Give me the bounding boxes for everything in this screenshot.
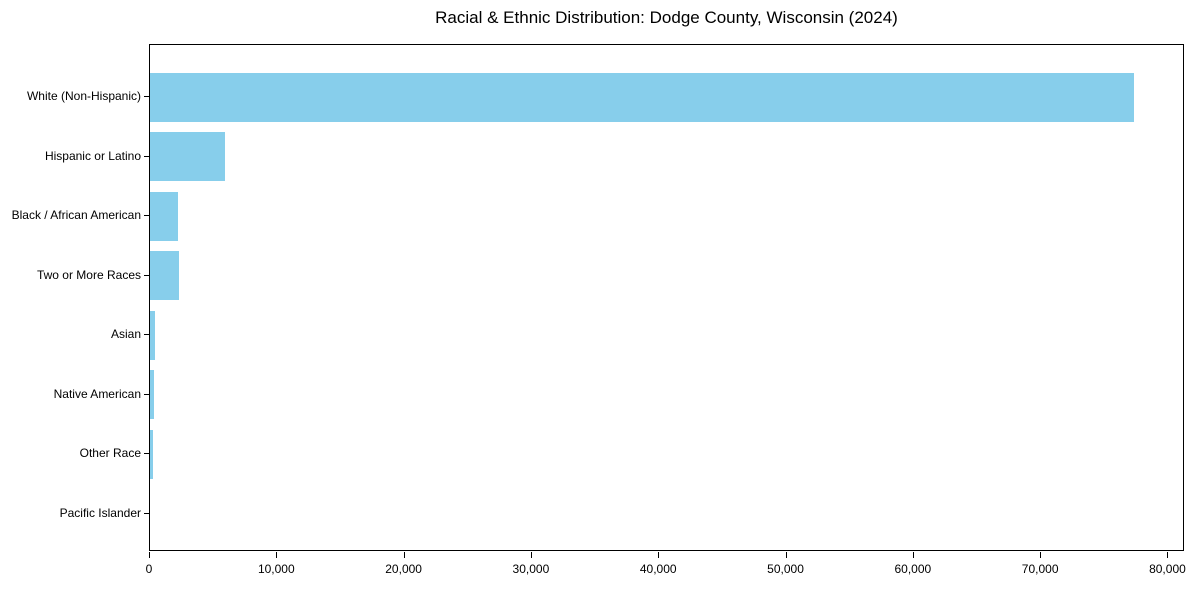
bar-other-race [150, 429, 153, 479]
x-tick-mark [1040, 552, 1042, 558]
y-tick-label-white-non-hispanic: White (Non-Hispanic) [26, 89, 141, 103]
y-tick-mark [144, 96, 149, 97]
y-tick-label-pacific-islander: Pacific Islander [59, 505, 141, 520]
plot-area [149, 44, 1184, 551]
bar-black-african-american [150, 191, 178, 241]
x-tick-label-0: 0 [145, 562, 153, 576]
y-tick-mark [144, 453, 149, 455]
y-tick-mark [144, 215, 149, 217]
x-tick-label-50000: 50,000 [767, 562, 804, 576]
bar-white-non-hispanic [150, 72, 1134, 122]
y-tick-mark [144, 274, 149, 276]
x-tick-mark [530, 552, 532, 558]
x-tick-label-80000: 80,000 [1149, 562, 1186, 576]
x-tick-label-70000: 70,000 [1021, 562, 1059, 576]
x-tick-label-30000: 30,000 [512, 562, 550, 576]
y-tick-label-native-american: Native American [53, 386, 141, 401]
x-tick-label-40000: 40,000 [639, 562, 677, 576]
x-tick-mark [658, 552, 660, 558]
y-tick-mark [144, 155, 149, 157]
chart-title: Racial & Ethnic Distribution: Dodge Coun… [435, 8, 898, 27]
y-tick-label-two-or-more-races: Two or More Races [36, 267, 141, 282]
bar-native-american [150, 370, 154, 420]
bar-hispanic-or-latino [150, 132, 225, 182]
x-tick-mark [149, 552, 150, 558]
bar-asian [150, 310, 155, 360]
x-tick-mark [1167, 552, 1169, 558]
y-tick-mark [144, 334, 149, 336]
x-tick-mark [912, 552, 914, 558]
x-tick-label-20000: 20,000 [385, 562, 422, 576]
x-tick-mark [785, 552, 787, 558]
y-tick-label-black-african-american: Black / African American [11, 208, 141, 223]
y-tick-label-other-race: Other Race [79, 446, 141, 461]
y-tick-mark [144, 512, 149, 514]
x-tick-mark [403, 552, 405, 558]
y-tick-mark [144, 393, 149, 395]
x-tick-mark [276, 552, 278, 558]
x-tick-label-60000: 60,000 [894, 562, 932, 576]
y-tick-label-asian: Asian [110, 327, 141, 342]
x-tick-label-10000: 10,000 [257, 562, 295, 576]
y-tick-label-hispanic-or-latino: Hispanic or Latino [44, 148, 141, 163]
bar-two-or-more-races [150, 251, 179, 301]
